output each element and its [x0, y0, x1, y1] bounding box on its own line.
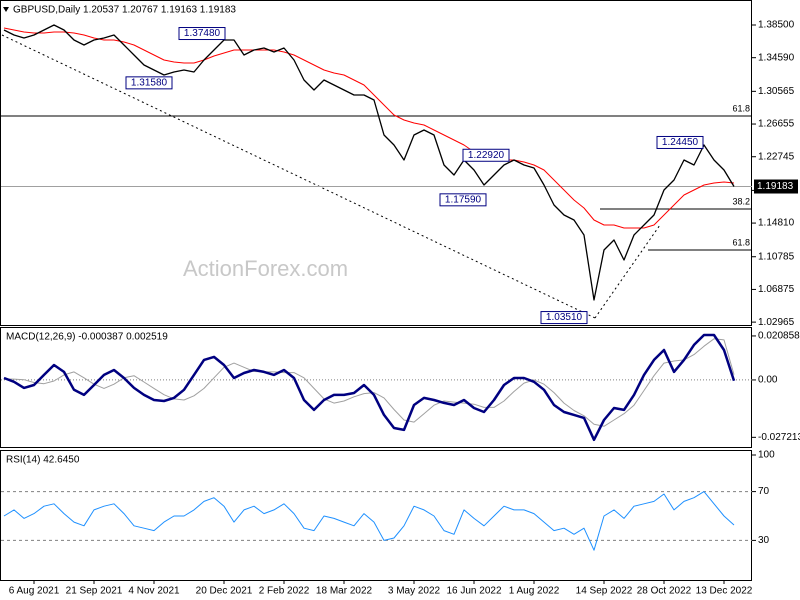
y-tick-label: 1.34590	[758, 52, 795, 63]
annotation-box	[656, 135, 704, 149]
trend-line	[594, 224, 661, 319]
annotation-box	[178, 27, 226, 41]
annotation-label: 1.22920	[468, 150, 505, 161]
y-tick-label: 1.14810	[758, 218, 795, 229]
x-tick-label: 28 Oct 2022	[637, 586, 692, 597]
fib-label: 61.8	[732, 103, 750, 113]
y-tick-label: 1.22745	[758, 151, 795, 162]
rsi-title: RSI(14) 42.6450	[6, 455, 80, 466]
x-tick-label: 6 Aug 2021	[9, 586, 60, 597]
watermark: ActionForex.com	[183, 256, 348, 281]
annotation-box	[125, 76, 173, 90]
y-tick-label: 70	[758, 486, 770, 497]
annotation-label: 1.17590	[445, 194, 482, 205]
annotation-box	[540, 311, 588, 325]
y-tick-label: 100	[758, 450, 775, 461]
annotation-label: 1.03510	[546, 312, 583, 323]
x-tick-label: 1 Aug 2022	[509, 586, 560, 597]
y-tick-label: 0.00	[758, 375, 778, 386]
fib-label: 38.2	[732, 196, 750, 206]
y-tick-label: 1.06875	[758, 284, 795, 295]
x-tick-label: 16 Jun 2022	[446, 586, 501, 597]
fib-label: 61.8	[732, 237, 750, 247]
y-tick-label: 1.30565	[758, 86, 795, 97]
series-line	[3, 338, 735, 427]
x-tick-label: 21 Sep 2021	[66, 586, 123, 597]
price-title: GBPUSD,Daily 1.20537 1.20767 1.19163 1.1…	[13, 5, 236, 16]
series-line	[3, 491, 735, 551]
y-tick-label: 0.020858	[758, 331, 800, 342]
x-tick-label: 13 Dec 2022	[696, 586, 753, 597]
x-tick-label: 14 Sep 2022	[576, 586, 633, 597]
y-tick-label: 1.10785	[758, 251, 795, 262]
last-price-label: 1.19183	[757, 181, 794, 192]
macd-panel	[0, 327, 752, 448]
y-tick-label: 1.26655	[758, 119, 795, 130]
x-tick-label: 20 Dec 2021	[196, 586, 253, 597]
annotation-box	[462, 148, 510, 162]
watermark-layer: ActionForex.com	[183, 256, 348, 281]
last-price-box	[754, 179, 798, 194]
annotation-box	[439, 193, 487, 207]
x-tick-label: 3 May 2022	[388, 586, 441, 597]
macd-title: MACD(12,26,9) -0.000387 0.002519	[6, 332, 168, 343]
annotation-label: 1.37480	[184, 28, 221, 39]
series-line	[3, 333, 736, 442]
y-tick-label: -0.027213	[758, 432, 800, 443]
rsi-panel	[0, 450, 752, 581]
x-tick-label: 18 Mar 2022	[316, 586, 373, 597]
symbol-menu-icon	[3, 7, 9, 12]
x-tick-label: 4 Nov 2021	[128, 586, 180, 597]
series-line	[3, 24, 735, 301]
y-tick-label: 1.02965	[758, 317, 795, 328]
series-line	[3, 27, 735, 229]
y-tick-label: 1.38500	[758, 20, 795, 31]
price-panel	[0, 0, 752, 326]
x-tick-label: 2 Feb 2022	[259, 586, 310, 597]
y-tick-label: 30	[758, 535, 770, 546]
annotation-label: 1.31580	[131, 77, 168, 88]
annotation-label: 1.24450	[662, 137, 699, 148]
